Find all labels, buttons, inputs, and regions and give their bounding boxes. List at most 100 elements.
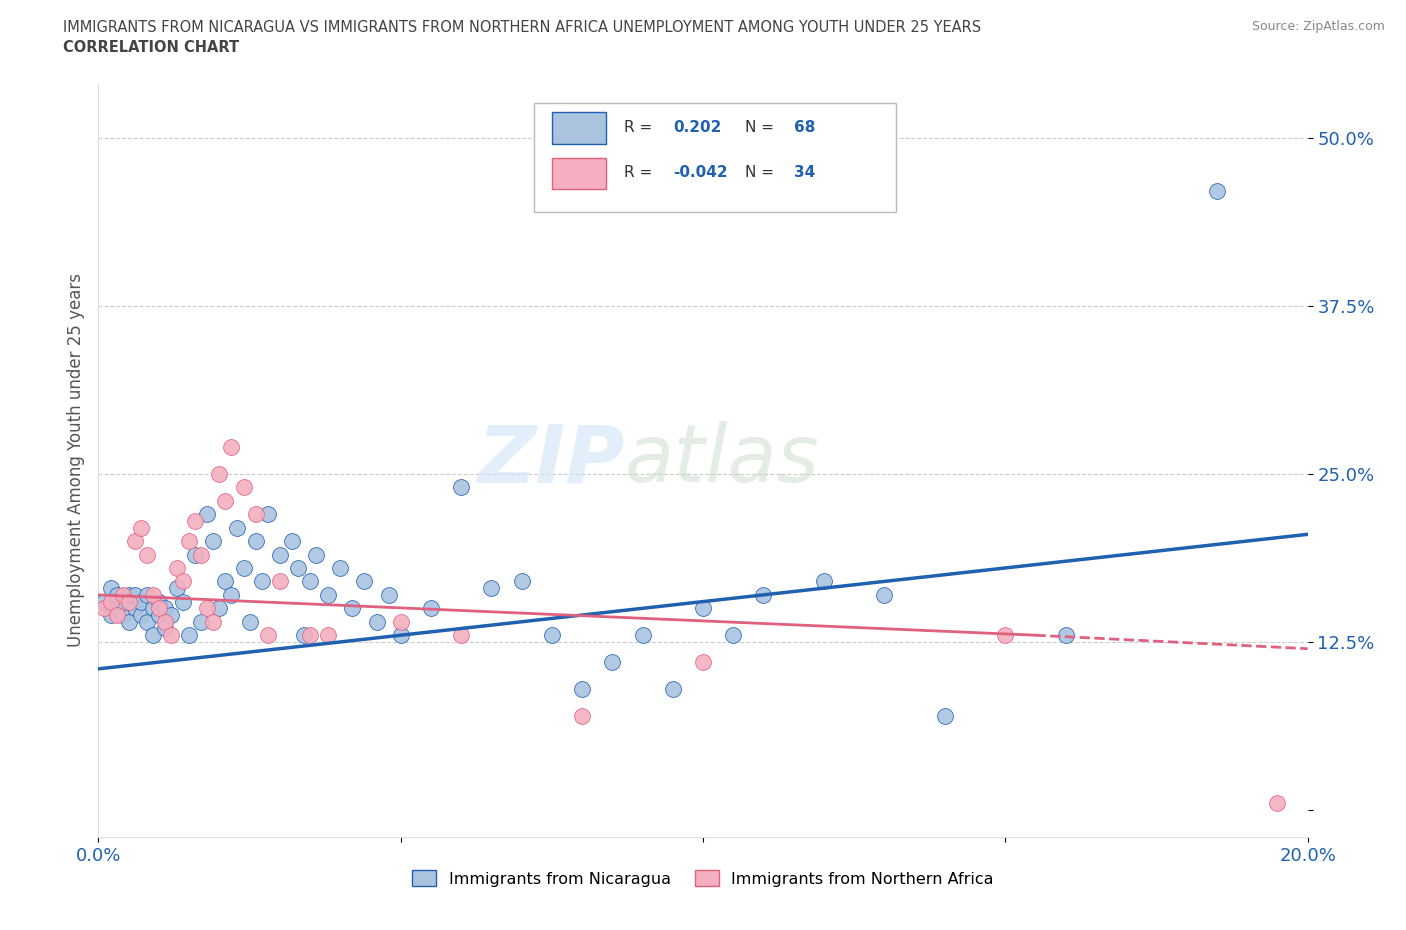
Point — [172, 574, 194, 589]
Point — [153, 615, 176, 630]
Point — [100, 594, 122, 609]
Y-axis label: Unemployment Among Youth under 25 years: Unemployment Among Youth under 25 years — [66, 273, 84, 647]
Point — [118, 615, 141, 630]
Point — [450, 628, 472, 643]
Point — [135, 547, 157, 562]
Point — [160, 628, 183, 643]
Point — [602, 655, 624, 670]
Point — [111, 588, 134, 603]
Text: Source: ZipAtlas.com: Source: ZipAtlas.com — [1251, 20, 1385, 33]
Point — [166, 561, 188, 576]
Point — [232, 561, 254, 576]
Point — [571, 709, 593, 724]
Text: atlas: atlas — [624, 421, 820, 499]
Point — [450, 480, 472, 495]
Point — [148, 594, 170, 609]
Point — [221, 588, 243, 603]
Point — [195, 601, 218, 616]
Point — [118, 594, 141, 609]
Point — [208, 601, 231, 616]
Text: -0.042: -0.042 — [672, 166, 727, 180]
Point — [1206, 184, 1229, 199]
Point — [281, 534, 304, 549]
Bar — [551, 157, 606, 189]
Text: R =: R = — [624, 120, 658, 135]
Point — [135, 588, 157, 603]
Point — [166, 580, 188, 595]
Point — [142, 601, 165, 616]
Point — [105, 607, 128, 622]
Point — [190, 547, 212, 562]
Point — [208, 466, 231, 481]
Point — [481, 580, 503, 595]
Point — [305, 547, 328, 562]
Point — [153, 601, 176, 616]
Point — [250, 574, 273, 589]
Point — [179, 534, 201, 549]
Point — [540, 628, 562, 643]
FancyBboxPatch shape — [534, 102, 897, 212]
Point — [202, 615, 225, 630]
Point — [752, 588, 775, 603]
Point — [214, 493, 236, 508]
Point — [129, 607, 152, 622]
Point — [153, 621, 176, 636]
Point — [124, 534, 146, 549]
Point — [100, 607, 122, 622]
Point — [510, 574, 533, 589]
Text: N =: N = — [745, 120, 779, 135]
Point — [93, 594, 115, 609]
Text: 0.202: 0.202 — [672, 120, 721, 135]
Point — [184, 513, 207, 528]
Point — [172, 594, 194, 609]
Point — [93, 601, 115, 616]
Point — [105, 588, 128, 603]
Point — [142, 588, 165, 603]
Point — [692, 655, 714, 670]
Point — [1054, 628, 1077, 643]
Point — [232, 480, 254, 495]
Point — [202, 534, 225, 549]
Point — [111, 594, 134, 609]
Text: 68: 68 — [793, 120, 815, 135]
Text: ZIP: ZIP — [477, 421, 624, 499]
Point — [179, 628, 201, 643]
Legend: Immigrants from Nicaragua, Immigrants from Northern Africa: Immigrants from Nicaragua, Immigrants fr… — [406, 864, 1000, 893]
Point — [1267, 796, 1289, 811]
Point — [287, 561, 309, 576]
Text: N =: N = — [745, 166, 779, 180]
Point — [245, 534, 267, 549]
Text: IMMIGRANTS FROM NICARAGUA VS IMMIGRANTS FROM NORTHERN AFRICA UNEMPLOYMENT AMONG : IMMIGRANTS FROM NICARAGUA VS IMMIGRANTS … — [63, 20, 981, 35]
Point — [124, 601, 146, 616]
Point — [692, 601, 714, 616]
Point — [239, 615, 262, 630]
Point — [124, 588, 146, 603]
Text: R =: R = — [624, 166, 658, 180]
Point — [723, 628, 745, 643]
Point — [148, 601, 170, 616]
Point — [226, 520, 249, 535]
Point — [329, 561, 352, 576]
Point — [148, 607, 170, 622]
Point — [292, 628, 315, 643]
Point — [377, 588, 399, 603]
Point — [316, 588, 339, 603]
Point — [269, 547, 291, 562]
Point — [195, 507, 218, 522]
Point — [245, 507, 267, 522]
Point — [366, 615, 388, 630]
Point — [184, 547, 207, 562]
Point — [256, 628, 278, 643]
Point — [135, 615, 157, 630]
Text: 34: 34 — [793, 166, 815, 180]
Point — [111, 607, 134, 622]
Point — [571, 682, 593, 697]
Point — [389, 628, 412, 643]
Point — [873, 588, 896, 603]
Bar — [551, 113, 606, 144]
Text: CORRELATION CHART: CORRELATION CHART — [63, 40, 239, 55]
Point — [299, 574, 322, 589]
Point — [661, 682, 683, 697]
Point — [299, 628, 322, 643]
Point — [389, 615, 412, 630]
